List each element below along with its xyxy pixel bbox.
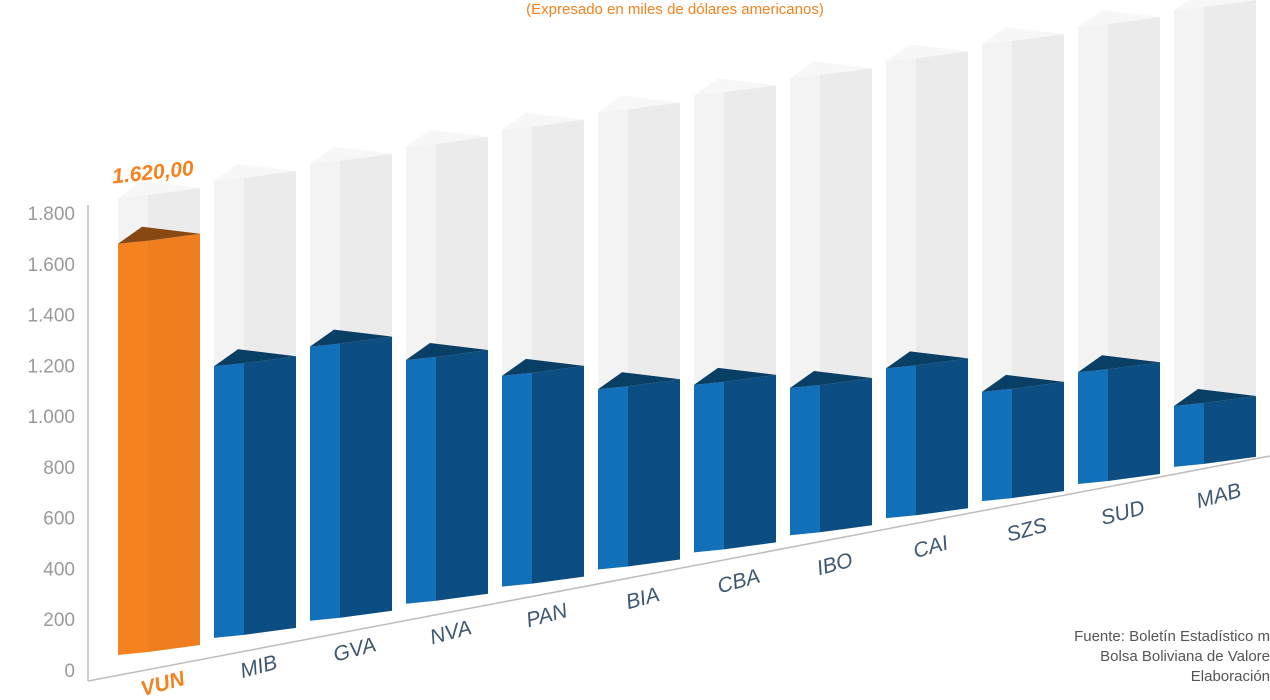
y-tick-label: 0 — [64, 661, 75, 682]
ghost-top — [406, 129, 488, 147]
source-line: Elaboración — [1191, 668, 1270, 685]
bar-top — [598, 372, 680, 390]
y-tick-label: 1.200 — [27, 356, 75, 377]
y-tick-label: 1.000 — [27, 407, 75, 428]
bar-top — [118, 226, 200, 244]
bar-front — [790, 385, 820, 536]
ghost-top — [118, 181, 200, 198]
bar-side — [148, 233, 200, 652]
y-tick-label: 1.800 — [27, 204, 75, 225]
ghost-top — [982, 27, 1064, 45]
y-tick-label: 800 — [43, 458, 75, 479]
x-tick-label: PAN — [524, 599, 571, 632]
ghost-top — [790, 61, 872, 79]
source-line: Bolsa Boliviana de Valore — [1100, 648, 1270, 665]
x-tick-label: VUN — [138, 667, 188, 700]
bar-front — [118, 240, 148, 655]
chart-subtitle: (Expresado en miles de dólares americano… — [526, 1, 824, 18]
bar-top — [406, 342, 488, 360]
ghost-front — [1174, 6, 1204, 467]
bar-top — [214, 349, 296, 367]
ghost-top — [694, 78, 776, 96]
bar-top — [694, 367, 776, 385]
bar-side — [244, 356, 296, 635]
bars — [118, 226, 1256, 655]
x-tick-label: IBO — [814, 549, 855, 581]
bar-front — [502, 372, 532, 587]
x-tick-label: CAI — [911, 532, 951, 563]
bar-top — [310, 329, 392, 347]
x-tick-label: MAB — [1194, 479, 1244, 513]
ghost-top — [598, 95, 680, 113]
value-label: 1.620,00 — [111, 157, 195, 188]
ghost-top — [1078, 10, 1160, 27]
ghost-top — [1174, 0, 1256, 10]
bar-front — [1078, 369, 1108, 484]
bar-side — [1204, 395, 1256, 464]
bar-top — [1174, 388, 1256, 406]
bar-top — [982, 374, 1064, 392]
bar-side — [628, 379, 680, 567]
ghost-top — [214, 163, 296, 181]
bar-front — [886, 365, 916, 519]
bar-front — [310, 343, 340, 621]
bar-side — [724, 374, 776, 550]
bar-side — [1012, 381, 1064, 499]
ghost-top — [502, 112, 584, 130]
bar-front — [406, 356, 436, 604]
x-tick-label: GVA — [331, 633, 379, 666]
bar-side — [820, 378, 872, 533]
x-tick-label: NVA — [427, 616, 474, 649]
ghost-top — [886, 44, 968, 62]
y-tick-label: 400 — [43, 559, 75, 580]
bar-top — [1078, 355, 1160, 373]
bar-side — [436, 349, 488, 601]
x-tick-label: CBA — [715, 565, 763, 598]
bar-side — [532, 365, 584, 584]
bar-side — [916, 358, 968, 516]
x-tick-label: MIB — [238, 651, 280, 683]
bar-side — [1108, 362, 1160, 481]
y-tick-label: 600 — [43, 509, 75, 530]
ghost-top — [310, 146, 392, 164]
bar-top — [502, 358, 584, 376]
bar-side — [340, 336, 392, 618]
bar-top — [886, 351, 968, 369]
bar-top — [790, 371, 872, 389]
x-tick-label: SZS — [1004, 514, 1049, 547]
bar-front — [598, 386, 628, 570]
x-axis — [87, 455, 1270, 682]
source-line: Fuente: Boletín Estadístico m — [1074, 628, 1270, 645]
bar-front — [214, 363, 244, 638]
bar-front — [1174, 402, 1204, 467]
x-tick-label: SUD — [1098, 496, 1147, 530]
bar-front — [694, 381, 724, 553]
x-tick-label: BIA — [623, 583, 662, 614]
bar-front — [982, 388, 1012, 502]
ghost-side — [1204, 0, 1256, 464]
y-tick-label: 200 — [43, 610, 75, 631]
y-tick-label: 1.400 — [27, 306, 75, 327]
y-tick-label: 1.600 — [27, 255, 75, 276]
